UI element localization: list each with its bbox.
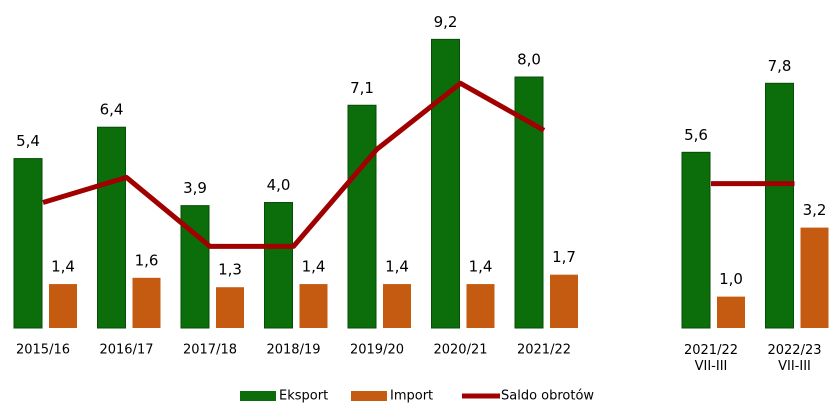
bar	[299, 284, 328, 328]
value-label: 8,0	[517, 51, 541, 69]
x-tick-label: 2018/19	[266, 343, 320, 358]
value-label: 4,0	[267, 176, 291, 194]
value-label: 5,6	[684, 126, 708, 144]
value-label: 6,4	[100, 101, 124, 119]
x-tick-label: 2016/17	[99, 343, 153, 358]
value-label: 1,6	[135, 251, 159, 269]
bar	[383, 284, 411, 328]
x-tick-label: 2015/16	[16, 343, 70, 358]
bar	[717, 296, 745, 328]
value-label: 1,7	[552, 248, 576, 266]
value-label: 1,4	[51, 258, 75, 276]
x-tick-label: 2020/21	[433, 343, 487, 358]
value-label: 1,3	[218, 261, 242, 279]
x-tick-label: 2022/23 VII-III	[767, 343, 821, 374]
bar	[800, 227, 829, 328]
value-label: 7,8	[768, 57, 792, 75]
bar	[49, 284, 77, 328]
legend-label: Saldo obrotów	[501, 389, 594, 404]
legend-swatch	[351, 391, 387, 401]
bar	[264, 202, 293, 329]
value-label: 7,1	[350, 79, 374, 97]
value-label: 1,4	[385, 258, 409, 276]
value-label: 3,2	[803, 201, 827, 219]
x-tick-label: 2017/18	[183, 343, 237, 358]
value-label: 1,4	[302, 258, 326, 276]
value-label: 1,0	[719, 270, 743, 288]
value-label: 5,4	[16, 132, 40, 150]
bar	[681, 151, 711, 329]
bar	[765, 82, 794, 329]
value-label: 3,9	[183, 179, 207, 197]
value-label: 1,4	[469, 258, 493, 276]
bar	[132, 277, 161, 328]
bar	[13, 158, 43, 329]
bar	[431, 38, 460, 329]
value-label: 9,2	[434, 13, 458, 31]
line	[42, 80, 795, 249]
legend-swatch	[240, 391, 276, 401]
x-tick-label: 2019/20	[350, 343, 404, 358]
bar	[347, 104, 377, 329]
x-tick-label: 2021/22	[517, 343, 571, 358]
bar	[216, 287, 244, 328]
bar	[97, 126, 126, 329]
legend-label: Eksport	[279, 389, 328, 404]
x-tick-label: 2021/22 VII-III	[684, 343, 738, 374]
legend-label: Import	[390, 389, 433, 404]
bar	[466, 284, 495, 328]
bar	[550, 274, 578, 328]
